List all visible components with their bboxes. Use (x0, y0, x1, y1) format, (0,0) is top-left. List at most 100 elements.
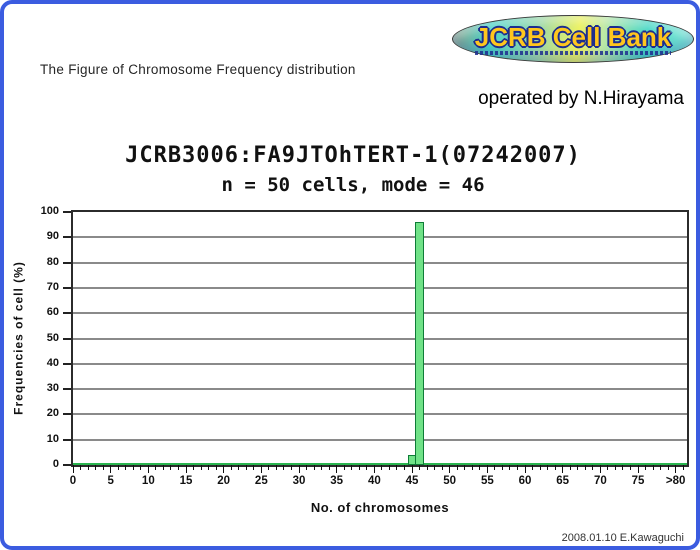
x-minor-tick-44 (403, 465, 405, 470)
x-minor-tick-9 (140, 465, 142, 470)
jcrb-logo-text: JCRB Cell Bank (474, 21, 672, 52)
operated-by-text: operated by N.Hirayama (478, 88, 684, 109)
y-tick-label-0: 0 (52, 458, 59, 470)
x-tick-label-35: 35 (330, 475, 344, 487)
x-tick-label-40: 40 (367, 475, 381, 487)
x-minor-tick-2 (87, 465, 89, 470)
y-tick-90 (63, 236, 71, 239)
series-baseline (73, 463, 687, 465)
y-tick-label-30: 30 (46, 382, 59, 395)
x-minor-tick-7 (125, 465, 127, 470)
jcrb-logo: JCRB Cell Bank (452, 15, 694, 63)
x-minor-tick-76 (645, 465, 647, 470)
y-tick-label-10: 10 (46, 432, 59, 445)
x-minor-tick-12 (162, 465, 164, 470)
x-minor-tick-52 (464, 465, 466, 470)
x-tick-label-70: 70 (593, 475, 607, 487)
x-minor-tick-67 (577, 465, 579, 470)
x-tick-label-20: 20 (217, 475, 231, 487)
gridline-70 (73, 286, 687, 289)
x-minor-tick-17 (200, 465, 202, 470)
x-minor-tick-69 (592, 465, 594, 470)
x-minor-tick-29 (290, 465, 292, 470)
x-minor-tick-47 (426, 465, 428, 470)
y-tick-0 (63, 464, 71, 466)
x-minor-tick-78 (660, 465, 662, 470)
x-minor-tick-41 (381, 465, 383, 470)
gridline-30 (73, 388, 687, 391)
x-minor-tick-15 (185, 465, 187, 473)
x-minor-tick-72 (614, 465, 616, 470)
x-tick-label-10: 10 (141, 475, 155, 487)
x-minor-tick-56 (494, 465, 496, 470)
y-tick-100 (63, 211, 71, 213)
x-tick-label-75: 75 (631, 475, 645, 487)
y-tick-30 (63, 388, 71, 391)
x-minor-tick-43 (396, 465, 398, 470)
x-minor-tick-28 (283, 465, 285, 470)
x-minor-tick-25 (260, 465, 262, 473)
x-tick-label-0: 0 (69, 475, 77, 487)
x-minor-tick-60 (524, 465, 526, 473)
y-tick-50 (63, 337, 71, 340)
x-minor-tick-4 (102, 465, 104, 470)
x-minor-tick-24 (253, 465, 255, 470)
x-minor-tick-39 (366, 465, 368, 470)
figure-heading: The Figure of Chromosome Frequency distr… (40, 62, 356, 77)
x-minor-tick-33 (321, 465, 323, 470)
x-minor-tick-51 (456, 465, 458, 470)
y-axis-label: Frequencies of cell (%) (11, 261, 26, 415)
x-tick-label-30: 30 (292, 475, 306, 487)
x-minor-tick-46 (419, 465, 421, 470)
x-tick-label-65: 65 (556, 475, 570, 487)
gridline-60 (73, 312, 687, 315)
y-tick-10 (63, 438, 71, 441)
x-minor-tick-27 (275, 465, 277, 470)
x-minor-tick-75 (637, 465, 639, 473)
y-tick-20 (63, 413, 71, 416)
x-minor-tick-61 (532, 465, 534, 470)
x-minor-tick-5 (110, 465, 112, 473)
x-minor-tick-58 (509, 465, 511, 470)
x-minor-tick-20 (223, 465, 225, 473)
credit-text: 2008.01.10 E.Kawaguchi (561, 532, 684, 544)
gridline-50 (73, 337, 687, 340)
x-tick-label-15: 15 (179, 475, 193, 487)
x-minor-tick-36 (343, 465, 345, 470)
x-minor-tick-57 (501, 465, 503, 470)
x-minor-tick-49 (441, 465, 443, 470)
y-tick-label-80: 80 (46, 255, 59, 268)
gridline-80 (73, 261, 687, 264)
x-minor-tick-21 (230, 465, 232, 470)
x-tick-label-25: 25 (254, 475, 268, 487)
x-minor-tick-55 (486, 465, 488, 473)
x-minor-tick-32 (313, 465, 315, 470)
plot-area: 0 10 20 30 40 50 60 70 80 90 100 0 5 10 15 20 25 30 35 40 45… (41, 206, 689, 487)
x-minor-tick-65 (562, 465, 564, 473)
x-minor-tick-3 (95, 465, 97, 470)
x-minor-tick-66 (569, 465, 571, 470)
x-minor-tick-6 (117, 465, 119, 470)
x-minor-tick-18 (208, 465, 210, 470)
x-minor-tick-59 (516, 465, 518, 470)
x-axis-label: No. of chromosomes (310, 500, 450, 515)
x-minor-tick-62 (539, 465, 541, 470)
y-tick-label-60: 60 (46, 306, 59, 319)
x-tick-label-60: 60 (518, 475, 532, 487)
gridline-20 (73, 413, 687, 416)
x-minor-tick-42 (388, 465, 390, 470)
x-minor-tick-13 (170, 465, 172, 470)
x-minor-tick-77 (652, 465, 654, 470)
y-tick-label-50: 50 (46, 331, 59, 344)
x-minor-tick-26 (268, 465, 270, 470)
y-tick-label-90: 90 (46, 230, 59, 243)
x-tick-label-45: 45 (405, 475, 419, 487)
chart-title: JCRB3006:FA9JTOhTERT-1(07242007) (125, 143, 581, 168)
x-minor-tick-68 (584, 465, 586, 470)
chart-subtitle: n = 50 cells, mode = 46 (221, 174, 485, 196)
y-tick-label-20: 20 (46, 407, 59, 420)
x-minor-tick-74 (629, 465, 631, 470)
x-tick-label->80: >80 (665, 475, 686, 487)
x-tick-label-55: 55 (480, 475, 494, 487)
